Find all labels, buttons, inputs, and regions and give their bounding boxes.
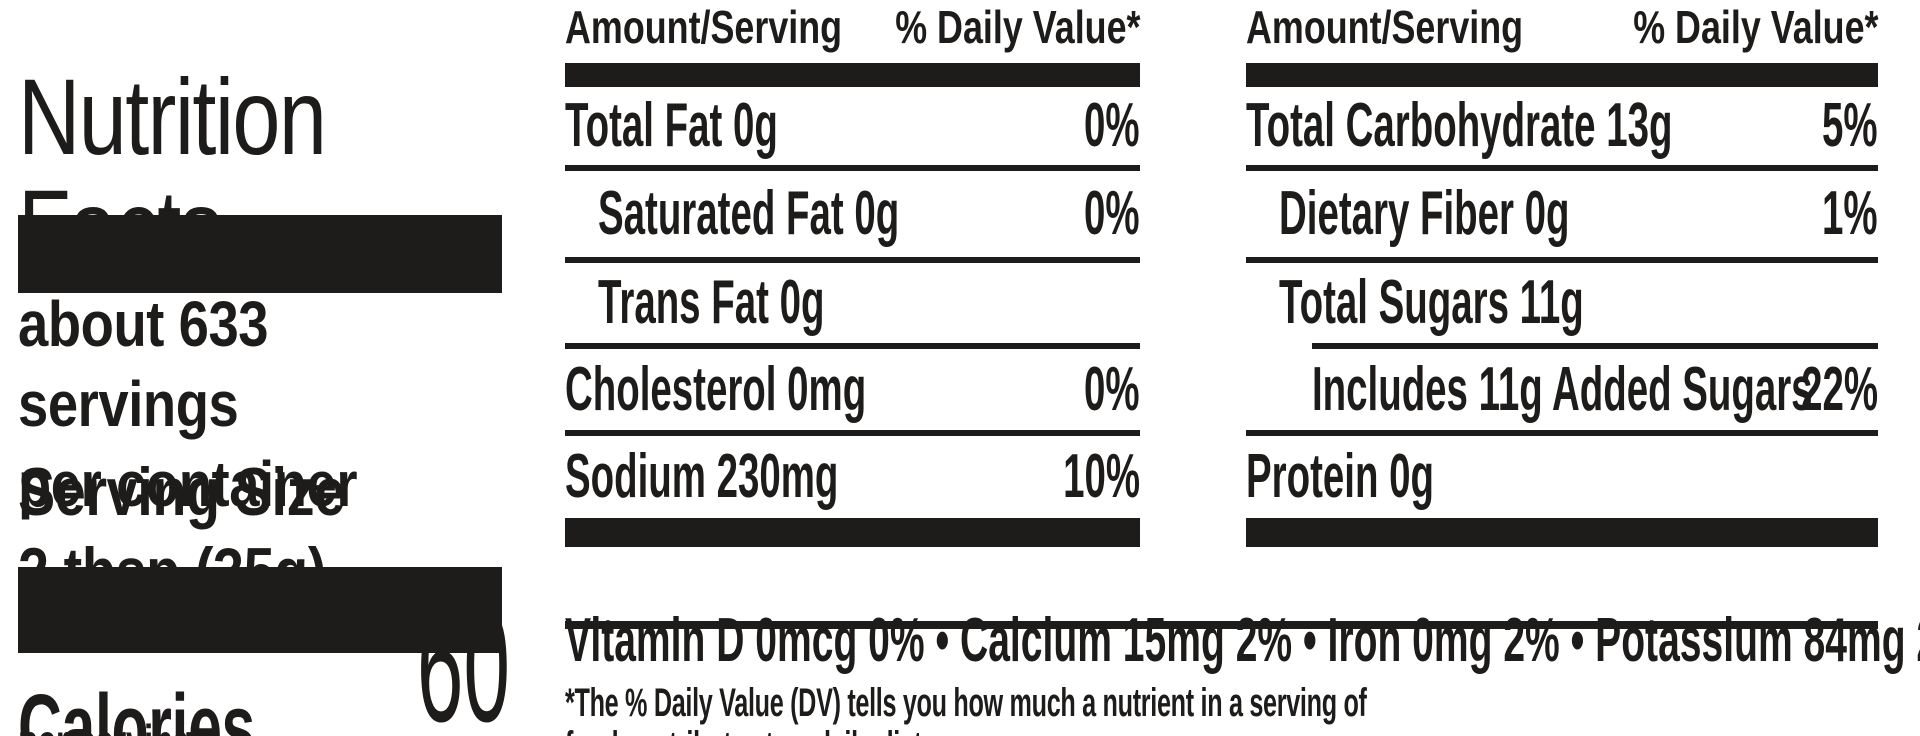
section-bar <box>1246 518 1878 547</box>
row-protein: Protein 0g <box>1246 436 1878 518</box>
row-divider <box>565 343 1140 349</box>
nutrient-name: Trans Fat 0g <box>598 268 825 337</box>
calories-label: Calories <box>18 676 255 736</box>
nutrient-name: Saturated Fat 0g <box>598 179 900 248</box>
row-added-sugars: Includes 11g Added Sugars 22% <box>1246 349 1878 430</box>
nutrient-daily-value: 0% <box>1084 91 1140 160</box>
nutrient-column-fats: Amount/Serving % Daily Value* Total Fat … <box>565 0 1140 547</box>
amount-per-serving-header: Amount/Serving <box>1246 1 1524 53</box>
nutrient-name: Dietary Fiber 0g <box>1279 179 1570 248</box>
nutrient-name: Cholesterol 0mg <box>565 354 867 424</box>
label-summary-panel: Nutrition Facts about 633 servings per c… <box>18 0 518 736</box>
nutrient-name: Sodium 230mg <box>565 442 839 511</box>
daily-value-footnote: *The % Daily Value (DV) tells you how mu… <box>565 681 1367 736</box>
row-divider <box>1246 430 1878 436</box>
amount-per-serving-header: Amount/Serving <box>565 1 843 53</box>
row-dietary-fiber: Dietary Fiber 0g 1% <box>1246 171 1878 257</box>
nutrient-daily-value: 5% <box>1822 91 1878 160</box>
nutrient-column-carbs: Amount/Serving % Daily Value* Total Carb… <box>1246 0 1878 547</box>
nutrient-daily-value: 22% <box>1801 354 1878 424</box>
row-divider <box>1246 257 1878 263</box>
row-saturated-fat: Saturated Fat 0g 0% <box>565 171 1140 257</box>
calories-value: 60 <box>416 579 510 736</box>
nutrient-name: Total Sugars 11g <box>1279 268 1584 337</box>
micronutrients-line: Vitamin D 0mcg 0% • Calcium 15mg 2% • Ir… <box>565 606 1920 675</box>
nutrient-daily-value: 1% <box>1822 179 1878 248</box>
nutrient-name: Protein 0g <box>1246 442 1434 511</box>
daily-value-header: % Daily Value* <box>1632 1 1878 53</box>
row-total-sugars: Total Sugars 11g <box>1246 263 1878 343</box>
row-divider <box>565 430 1140 436</box>
row-divider <box>1246 165 1878 171</box>
summary-divider-bottom <box>18 567 502 653</box>
row-divider <box>565 165 1140 171</box>
daily-value-header: % Daily Value* <box>894 1 1140 53</box>
summary-divider-top <box>18 215 502 293</box>
section-bar <box>565 63 1140 87</box>
column-header: Amount/Serving % Daily Value* <box>565 4 1140 50</box>
nutrient-daily-value: 0% <box>1084 179 1140 248</box>
row-trans-fat: Trans Fat 0g <box>565 263 1140 343</box>
row-total-fat: Total Fat 0g 0% <box>565 87 1140 165</box>
nutrient-name: Total Fat 0g <box>565 91 778 160</box>
row-divider-indented <box>1312 343 1878 349</box>
footer-divider <box>565 621 1878 629</box>
column-header: Amount/Serving % Daily Value* <box>1246 4 1878 50</box>
nutrient-daily-value: 10% <box>1063 442 1140 511</box>
calories-sublabel: per serving <box>18 718 193 736</box>
nutrient-name: Total Carbohydrate 13g <box>1246 91 1673 160</box>
section-bar <box>1246 63 1878 87</box>
row-divider <box>565 257 1140 263</box>
label-footer: Vitamin D 0mcg 0% • Calcium 15mg 2% • Ir… <box>565 0 1920 736</box>
servings-per-container: about 633 servings per container <box>18 288 358 520</box>
section-bar <box>565 518 1140 547</box>
row-total-carbohydrate: Total Carbohydrate 13g 5% <box>1246 87 1878 165</box>
row-sodium: Sodium 230mg 10% <box>565 436 1140 518</box>
row-cholesterol: Cholesterol 0mg 0% <box>565 349 1140 430</box>
nutrient-daily-value: 0% <box>1084 354 1140 424</box>
nutrient-name: Includes 11g Added Sugars <box>1312 354 1813 424</box>
